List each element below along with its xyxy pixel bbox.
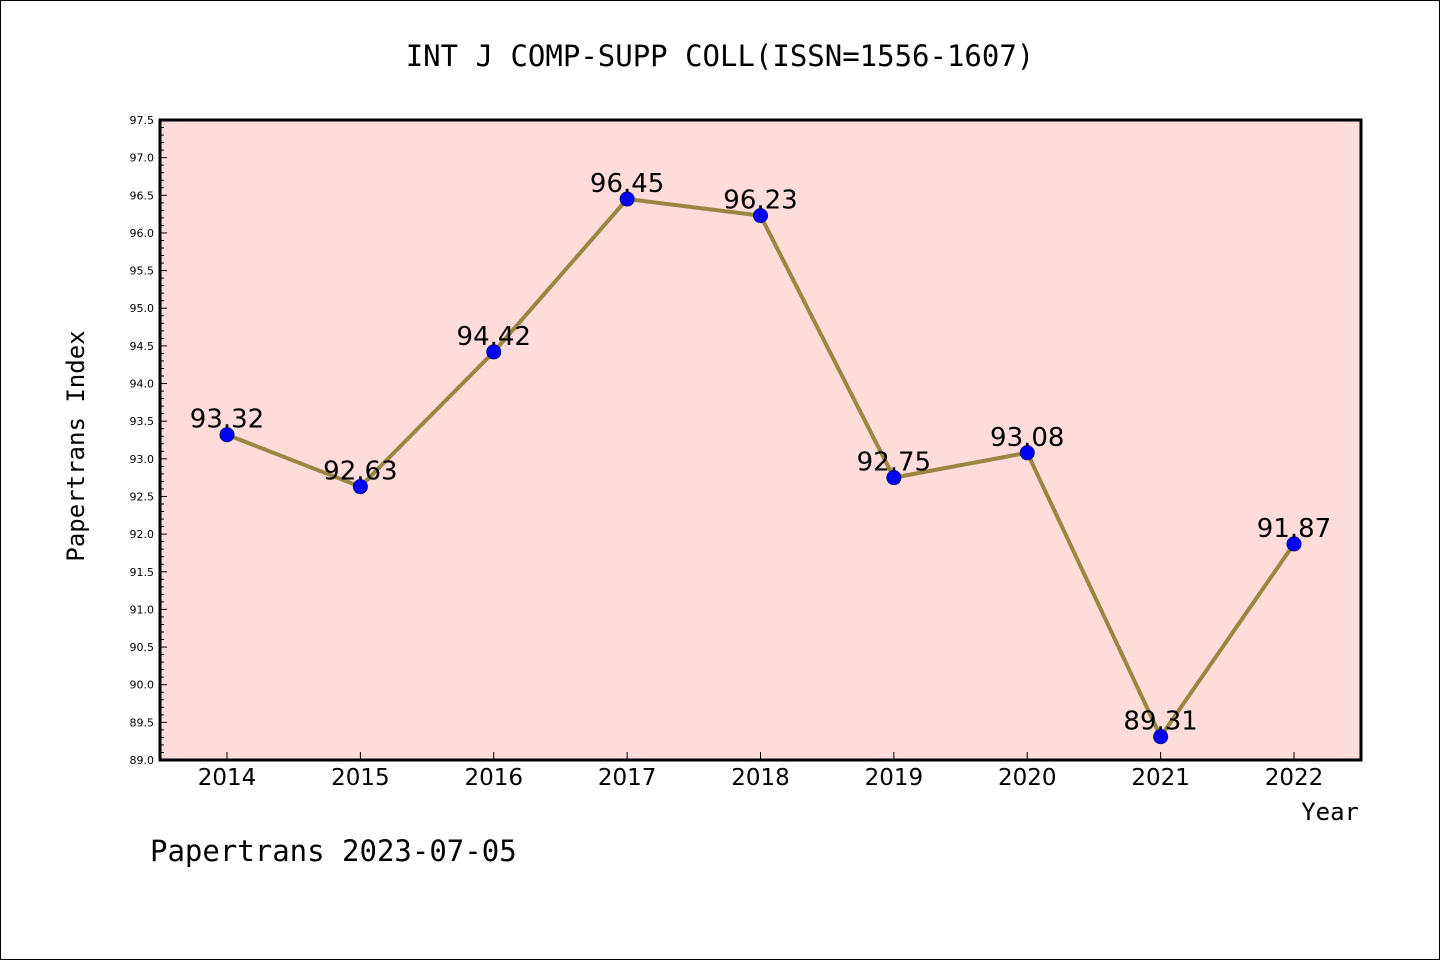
x-tick-label: 2014	[198, 765, 257, 791]
x-axis-label: Year	[1301, 798, 1359, 826]
plot-border	[158, 118, 1363, 762]
data-point	[486, 344, 502, 360]
y-axis-label: Papertrans Index	[62, 330, 90, 561]
x-tick-label: 2018	[731, 765, 790, 791]
data-label: 89.31	[1123, 707, 1197, 737]
data-point	[219, 427, 235, 443]
y-tick-label: 94.5	[130, 340, 155, 353]
y-tick-label: 91.0	[130, 603, 155, 616]
data-label: 94.42	[457, 322, 531, 352]
y-tick-label: 89.5	[130, 716, 155, 729]
data-point	[1153, 729, 1169, 745]
data-label: 93.32	[190, 405, 264, 435]
x-tick-label: 2017	[598, 765, 657, 791]
data-label: 92.75	[857, 448, 931, 478]
y-tick-label: 90.0	[130, 679, 155, 692]
x-tick-label: 2016	[464, 765, 523, 791]
chart-title: INT J COMP-SUPP COLL(ISSN=1556-1607)	[406, 39, 1035, 73]
y-tick-label: 96.5	[130, 189, 155, 202]
footer-stamp: Papertrans 2023-07-05	[150, 834, 517, 868]
data-point	[1019, 445, 1035, 461]
y-tick-label: 94.0	[130, 378, 155, 391]
y-tick-label: 92.5	[130, 490, 155, 503]
y-tick-label: 95.5	[130, 265, 155, 278]
x-tick-label: 2015	[331, 765, 390, 791]
x-tick-label: 2019	[865, 765, 924, 791]
y-tick-label: 97.0	[130, 152, 155, 165]
data-point	[886, 470, 902, 486]
y-tick-label: 92.0	[130, 528, 155, 541]
x-tick-label: 2020	[998, 765, 1057, 791]
y-tick-label: 91.5	[130, 566, 155, 579]
data-label: 96.45	[590, 169, 664, 199]
plot-background	[160, 120, 1361, 760]
data-point	[619, 191, 635, 207]
y-tick-label: 93.5	[130, 415, 155, 428]
y-tick-label: 90.5	[130, 641, 155, 654]
data-label: 92.63	[323, 457, 397, 487]
data-point	[352, 479, 368, 495]
data-point	[753, 208, 768, 224]
y-tick-label: 97.5	[130, 114, 155, 127]
x-tick-label: 2021	[1131, 765, 1190, 791]
y-tick-label: 96.0	[130, 227, 155, 240]
data-point	[1286, 536, 1302, 552]
y-tick-label: 95.0	[130, 302, 155, 315]
y-tick-label: 89.0	[130, 754, 155, 767]
data-label: 93.08	[990, 423, 1064, 453]
y-tick-label: 93.0	[130, 453, 155, 466]
data-label: 91.87	[1257, 514, 1331, 544]
x-tick-label: 2022	[1265, 765, 1324, 791]
data-label: 96.23	[723, 186, 797, 216]
